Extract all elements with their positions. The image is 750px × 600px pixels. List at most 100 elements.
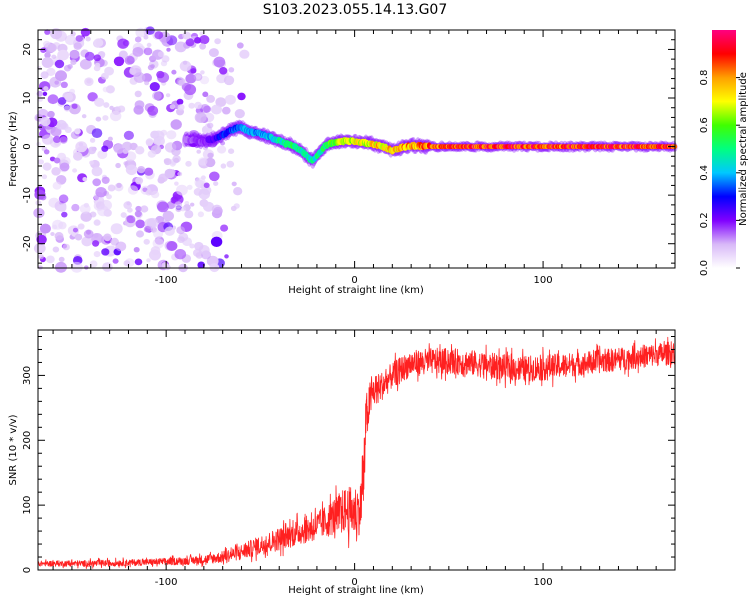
noise-blob (81, 236, 93, 247)
noise-blob (38, 159, 44, 165)
noise-blob (184, 201, 190, 206)
noise-blob (220, 224, 229, 232)
noise-blob (146, 42, 152, 48)
noise-blob (135, 219, 145, 229)
noise-blob (125, 164, 138, 176)
noise-blob (52, 246, 60, 253)
noise-blob (69, 88, 76, 95)
noise-blob (169, 104, 176, 110)
noise-blob (146, 258, 151, 263)
noise-blob (114, 106, 121, 112)
noise-blob (110, 110, 122, 122)
noise-blob (144, 167, 154, 176)
noise-blob (164, 142, 177, 153)
figure-title: S103.2023.055.14.13.G07 (263, 2, 448, 18)
colorbar-tick-label: 0.6 (699, 117, 710, 133)
noise-blob (95, 187, 107, 198)
noise-blob (103, 102, 110, 108)
noise-blob (179, 60, 192, 72)
noise-blob (40, 47, 47, 53)
noise-blob (174, 201, 183, 209)
noise-blob (239, 49, 250, 59)
noise-blob (113, 143, 125, 154)
noise-blob (74, 233, 83, 241)
noise-blob (59, 162, 70, 172)
noise-blob (135, 146, 145, 155)
noise-blob (51, 54, 57, 59)
noise-blob (124, 55, 135, 65)
noise-blob (223, 75, 235, 86)
noise-blob (115, 162, 121, 169)
noise-blob (177, 236, 185, 244)
noise-blob (94, 97, 105, 107)
noise-blob (42, 162, 52, 171)
noise-blob (164, 226, 175, 236)
noise-blob (147, 150, 156, 158)
snr-ticks: -100 0 100 0 100 200 300 (22, 330, 675, 588)
noise-blob (206, 94, 216, 103)
x-tick-label: 0 (351, 275, 357, 286)
noise-blob (55, 119, 67, 130)
x-tick-label: 100 (534, 577, 553, 588)
noise-blob (75, 141, 88, 153)
noise-blob (211, 104, 222, 115)
noise-blob (228, 148, 235, 154)
noise-blob (228, 67, 235, 73)
noise-blob (46, 67, 56, 76)
noise-blob (89, 260, 98, 268)
noise-blob (107, 184, 116, 192)
noise-blob (115, 241, 127, 252)
noise-blob (152, 91, 162, 101)
noise-blob (71, 203, 80, 212)
noise-blob (93, 65, 101, 72)
noise-blob (165, 93, 171, 98)
noise-blob (61, 211, 68, 218)
noise-blob (84, 51, 95, 61)
noise-blob (91, 128, 103, 139)
noise-blob (205, 157, 216, 168)
noise-blob (157, 51, 165, 58)
noise-blob (100, 199, 112, 211)
noise-blob (203, 145, 208, 151)
noise-blob (73, 42, 82, 50)
noise-blob (199, 31, 204, 36)
noise-blob (134, 210, 142, 218)
noise-blob (75, 35, 84, 42)
spectrogram-xlabel: Height of straight line (km) (288, 285, 424, 296)
noise-blob (194, 37, 202, 44)
noise-blob (58, 221, 67, 230)
noise-blob (136, 230, 144, 238)
noise-blob (87, 146, 96, 155)
noise-blob (207, 152, 214, 159)
noise-blob (224, 254, 229, 259)
noise-blob (132, 47, 144, 57)
noise-blob (83, 229, 94, 239)
noise-blob (176, 98, 184, 105)
noise-blob (118, 50, 128, 59)
noise-blob (40, 117, 51, 127)
snr-xlabel: Height of straight line (km) (288, 585, 424, 596)
noise-blob (137, 166, 146, 174)
noise-blob (112, 258, 119, 264)
noise-blob (198, 188, 211, 200)
noise-blob (102, 262, 113, 272)
noise-blob (133, 247, 140, 253)
noise-blob (185, 160, 192, 167)
noise-blob (231, 181, 237, 187)
snr-panel: -100 0 100 0 100 200 300 Height of straight li… (8, 329, 676, 596)
noise-blob (149, 82, 160, 92)
noise-blob (54, 59, 65, 69)
spectrogram-frame (37, 29, 676, 269)
noise-blob (133, 105, 144, 115)
noise-blob (217, 145, 227, 154)
noise-blob (38, 254, 44, 260)
snr-frame (37, 329, 676, 571)
noise-blob (40, 71, 49, 79)
noise-blob (67, 64, 73, 69)
noise-blob (123, 161, 128, 166)
noise-blob (58, 194, 69, 204)
noise-blob (81, 114, 87, 119)
noise-blob (107, 136, 113, 142)
noise-blob (194, 177, 206, 188)
